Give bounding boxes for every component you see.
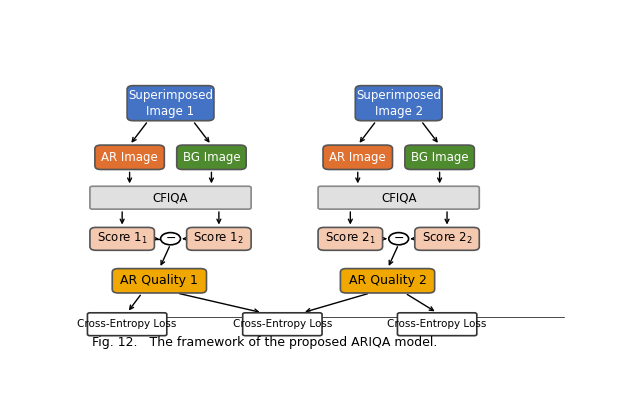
FancyBboxPatch shape bbox=[318, 186, 479, 209]
FancyBboxPatch shape bbox=[88, 313, 167, 336]
Text: Score 2$_1$: Score 2$_1$ bbox=[325, 231, 376, 246]
FancyBboxPatch shape bbox=[243, 313, 322, 336]
Text: AR Image: AR Image bbox=[330, 151, 386, 164]
Text: Score 1$_2$: Score 1$_2$ bbox=[193, 231, 244, 246]
Text: Score 1$_1$: Score 1$_1$ bbox=[97, 231, 148, 246]
FancyBboxPatch shape bbox=[415, 227, 479, 250]
Text: CFIQA: CFIQA bbox=[381, 191, 417, 204]
Text: Cross-Entropy Loss: Cross-Entropy Loss bbox=[233, 319, 332, 329]
Text: Cross-Entropy Loss: Cross-Entropy Loss bbox=[387, 319, 487, 329]
FancyBboxPatch shape bbox=[355, 86, 442, 121]
Text: Cross-Entropy Loss: Cross-Entropy Loss bbox=[77, 319, 177, 329]
FancyBboxPatch shape bbox=[340, 268, 435, 293]
Text: AR Quality 1: AR Quality 1 bbox=[120, 274, 198, 287]
FancyBboxPatch shape bbox=[112, 268, 207, 293]
Text: BG Image: BG Image bbox=[182, 151, 240, 164]
Text: Score 2$_2$: Score 2$_2$ bbox=[422, 231, 472, 246]
FancyBboxPatch shape bbox=[405, 145, 474, 169]
Text: −: − bbox=[165, 232, 176, 245]
FancyBboxPatch shape bbox=[187, 227, 251, 250]
FancyBboxPatch shape bbox=[318, 227, 383, 250]
Text: AR Quality 2: AR Quality 2 bbox=[349, 274, 426, 287]
FancyBboxPatch shape bbox=[95, 145, 164, 169]
FancyBboxPatch shape bbox=[397, 313, 477, 336]
Text: Superimposed
Image 2: Superimposed Image 2 bbox=[356, 89, 441, 118]
Text: Superimposed
Image 1: Superimposed Image 1 bbox=[128, 89, 213, 118]
Circle shape bbox=[161, 232, 180, 245]
FancyBboxPatch shape bbox=[177, 145, 246, 169]
FancyBboxPatch shape bbox=[323, 145, 392, 169]
FancyBboxPatch shape bbox=[90, 227, 154, 250]
Text: CFIQA: CFIQA bbox=[153, 191, 188, 204]
FancyBboxPatch shape bbox=[90, 186, 251, 209]
Circle shape bbox=[388, 232, 408, 245]
FancyBboxPatch shape bbox=[127, 86, 214, 121]
Text: −: − bbox=[394, 232, 404, 245]
Text: AR Image: AR Image bbox=[101, 151, 158, 164]
Text: Fig. 12.   The framework of the proposed ARIQA model.: Fig. 12. The framework of the proposed A… bbox=[92, 336, 438, 349]
Text: BG Image: BG Image bbox=[411, 151, 468, 164]
